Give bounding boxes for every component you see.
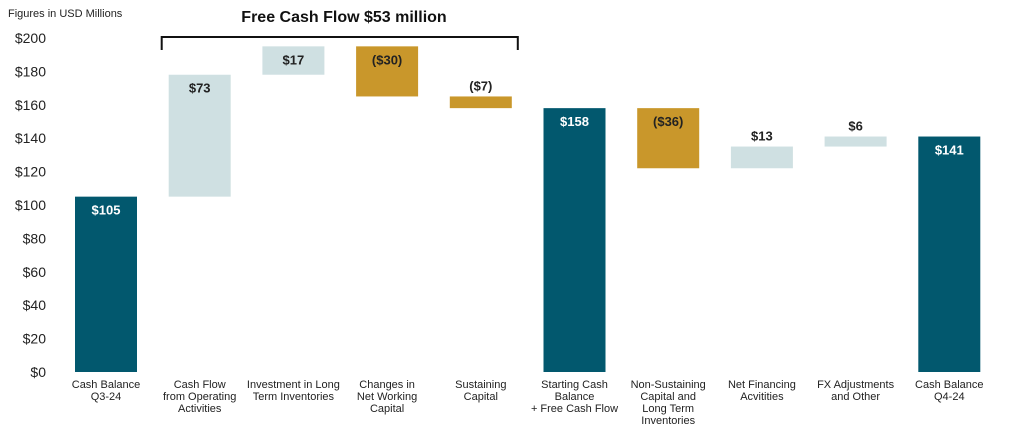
category-label: Cash Flow [174, 379, 226, 391]
chart-title: Free Cash Flow $53 million [241, 9, 446, 26]
category-label: Long Term [642, 403, 694, 415]
y-tick-label: $40 [23, 297, 47, 313]
category-label: Investment in Long [247, 379, 340, 391]
category-label: Capital and [640, 391, 696, 403]
units-label: Figures in USD Millions [8, 8, 123, 20]
category-label: Balance [555, 391, 595, 403]
category-label: Cash Balance [915, 379, 984, 391]
bar-increase [824, 136, 887, 147]
bar-decrease [356, 46, 419, 97]
category-label: from Operating [163, 391, 236, 403]
value-label: $158 [560, 114, 589, 129]
bar-increase [730, 146, 793, 169]
y-tick-label: $60 [23, 264, 47, 280]
bar-total [543, 108, 606, 372]
category-label: Inventories [641, 415, 695, 427]
category-label: Capital [464, 391, 498, 403]
y-tick-label: $140 [15, 130, 46, 146]
bar-increase [168, 74, 231, 197]
y-axis: $0 $20 $40 $60 $80 $100 $120 $140 $160 $180 $200 [15, 30, 46, 380]
y-tick-label: $80 [23, 230, 47, 246]
value-label: $13 [751, 129, 773, 144]
y-tick-label: $200 [15, 30, 46, 46]
category-label: Net Financing [728, 379, 796, 391]
y-tick-label: $120 [15, 164, 46, 180]
y-tick-label: $0 [30, 364, 46, 380]
category-label: Cash Balance [72, 379, 141, 391]
category-label: Term Inventories [253, 391, 335, 403]
bar-total [75, 196, 137, 372]
category-label: Activities [178, 403, 222, 415]
y-tick-label: $100 [15, 197, 46, 213]
bar-total [918, 136, 981, 372]
category-label: and Other [831, 391, 880, 403]
value-label: $6 [848, 119, 862, 134]
value-label: $73 [189, 81, 211, 96]
category-label: Q4-24 [934, 391, 965, 403]
category-label: Capital [370, 403, 404, 415]
category-label: Sustaining [455, 379, 506, 391]
y-tick-label: $160 [15, 97, 46, 113]
category-label: Non-Sustaining [631, 379, 706, 391]
free-cash-flow-bracket [160, 36, 519, 50]
value-label: ($30) [372, 52, 402, 67]
category-label: Changes in [359, 379, 415, 391]
y-tick-label: $20 [23, 331, 47, 347]
category-label: FX Adjustments [817, 379, 895, 391]
category-label: Acvitities [740, 391, 784, 403]
value-label: $17 [283, 52, 305, 67]
value-label: ($7) [469, 78, 492, 93]
value-labels: $105 $73 $17 ($30) ($7) $158 ($36) $13 $6 $141 [92, 52, 964, 217]
category-label: + Free Cash Flow [531, 403, 618, 415]
y-tick-label: $180 [15, 63, 46, 79]
category-label: Net Working [357, 391, 417, 403]
value-label: $141 [935, 143, 964, 158]
bar-decrease [637, 108, 700, 169]
category-label: Q3-24 [91, 391, 122, 403]
bars [75, 46, 981, 372]
category-label: Starting Cash [541, 379, 608, 391]
value-label: $105 [92, 203, 121, 218]
bar-decrease [449, 96, 512, 109]
value-label: ($36) [653, 114, 683, 129]
bar-increase [262, 46, 325, 75]
